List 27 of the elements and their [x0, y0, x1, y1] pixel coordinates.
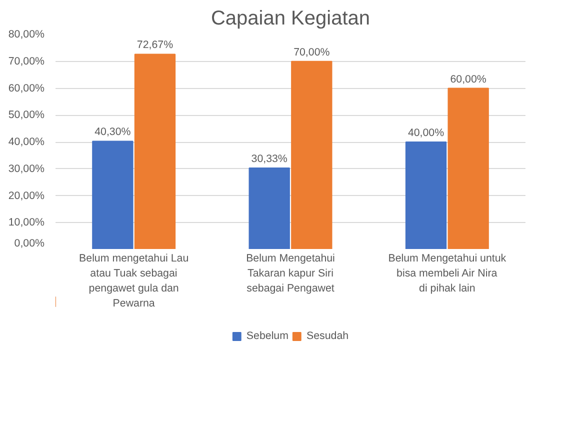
data-label: 30,33% [251, 152, 288, 165]
bar [134, 54, 176, 249]
chart-title: Capaian Kegiatan [210, 8, 370, 30]
y-tick-label: 60,00% [8, 82, 46, 94]
data-label: 72,67% [136, 39, 174, 52]
data-label: 70,00% [294, 46, 330, 58]
y-tick-label: 80,00% [8, 28, 46, 40]
y-tick-label: 70,00% [8, 55, 46, 68]
bar [405, 142, 447, 249]
data-label: 40,30% [94, 126, 132, 138]
bar [291, 60, 332, 249]
y-tick-label: 0,00% [14, 238, 46, 250]
data-label: 40,00% [408, 127, 445, 139]
bar [92, 140, 134, 249]
y-tick-label: 30,00% [8, 162, 46, 175]
y-tick-label: 40,00% [8, 136, 46, 148]
x-tick-label: Belum Mengetahui Takaran kapur Siri sebagai Pengawet [246, 252, 335, 294]
y-tick-label: 10,00% [8, 216, 46, 229]
y-tick-label: 50,00% [8, 109, 46, 122]
x-tick-label: Belum Mengetahui untuk bisa membeli Air Nira di pihak lain [388, 252, 507, 294]
bar [248, 167, 290, 249]
x-tick-label: Belum mengetahui Lau atau Tuak sebagai pengawet gula dan Pewarna [79, 252, 189, 310]
y-tick-label: 20,00% [8, 190, 46, 202]
bar [448, 88, 489, 249]
legend-label: Sesudah [306, 330, 349, 342]
data-label: 60,00% [450, 73, 487, 86]
legend-label: Sebelum [246, 330, 288, 342]
